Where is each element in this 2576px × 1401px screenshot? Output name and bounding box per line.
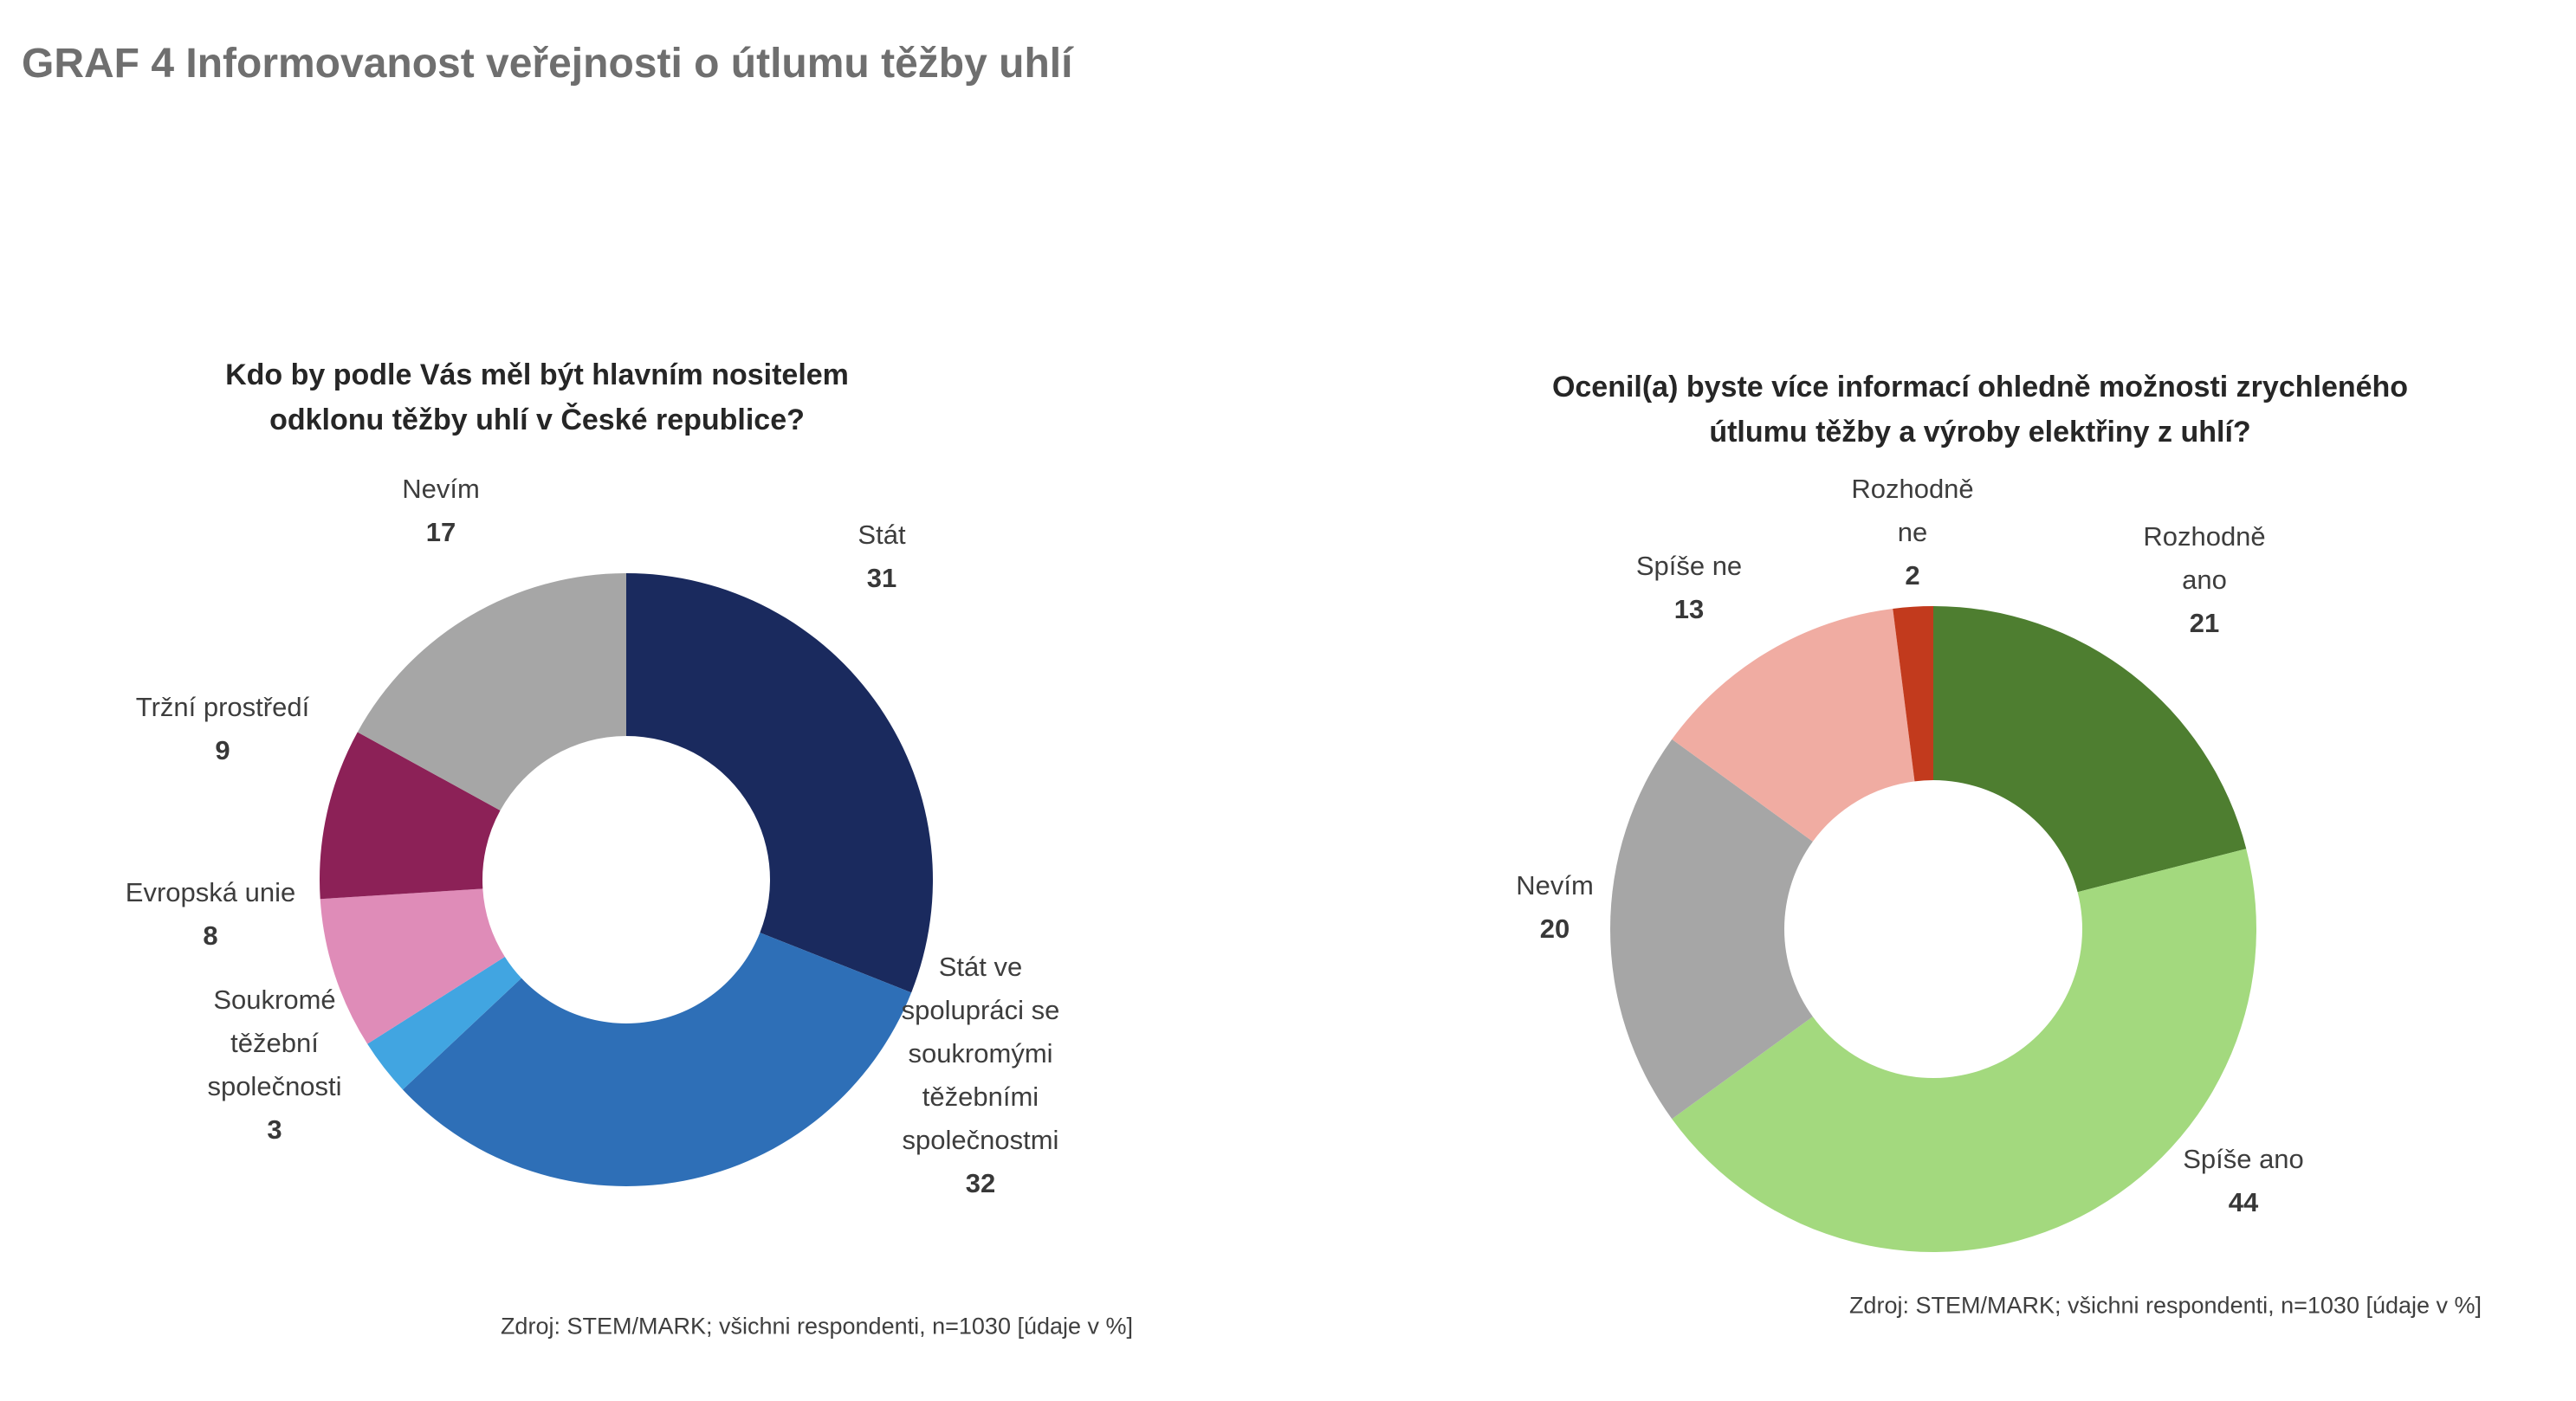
source-note-left: Zdroj: STEM/MARK; všichni respondenti, n… [500,1313,1134,1340]
slice-label-soukrome-tezebni: Soukromé těžební společnosti 3 [207,985,342,1145]
slice-label-nevim-left: Nevím 17 [402,474,480,547]
donut-segment-evropsk-unie [320,888,505,1044]
slice-label-stat: Stát 31 [858,520,906,593]
donut-left [320,573,934,1186]
source-note-right: Zdroj: STEM/MARK; všichni respondenti, n… [1848,1292,2482,1319]
chart-title-right: Ocenil(a) byste více informací ohledně m… [1551,371,2409,449]
slice-label-stat-ve-spolupraci: Stát ve spolupráci se soukromými těžební… [901,952,1060,1198]
donut-segment-soukrom-t-ebn-spole-nosti [367,956,521,1090]
slice-label-spise-ano: Spíše ano 44 [2183,1144,2304,1217]
chart-title-left: Kdo by podle Vás měl být hlavním nositel… [225,358,849,436]
slice-label-rozhodne-ne: Rozhodně ne 2 [1851,474,1974,591]
slice-label-evropska-unie: Evropská unie 8 [125,877,296,951]
page-title: GRAF 4 Informovanost veřejnosti o útlumu… [22,41,1073,87]
donut-segment-nev-m [1610,739,1813,1120]
donut-right [1610,606,2256,1252]
donut-segment-st-t [626,573,934,993]
donut-segment-nev-m [357,573,626,811]
donut-segment-rozhodn-ne [1893,606,1933,782]
donut-segment-sp-e-ano [1672,849,2256,1252]
donut-segment-st-t-ve-spolupr-ci-se-soukrom-mi-t-ebn-mi-spole-nostmi [402,933,912,1186]
slice-label-spise-ne: Spíše ne 13 [1635,551,1743,624]
slice-label-nevim-right: Nevím 20 [1516,870,1594,944]
donut-segment-sp-e-ne [1672,608,1915,842]
slice-label-trzni-prostredi: Tržní prostředí 9 [135,692,310,765]
donut-segment-tr-n-prost-ed- [320,732,501,900]
slice-label-rozhodne-ano: Rozhodně ano 21 [2143,521,2266,638]
donut-segment-rozhodn-ano [1933,606,2247,893]
